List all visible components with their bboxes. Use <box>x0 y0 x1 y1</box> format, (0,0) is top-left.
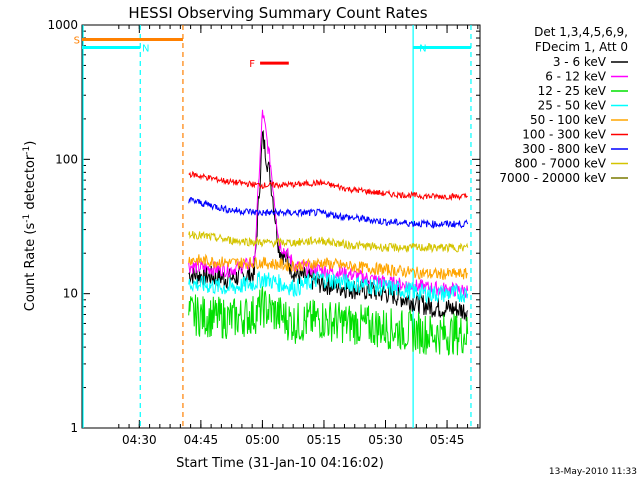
series-line <box>188 197 469 229</box>
footer-timestamp: 13-May-2010 11:33 <box>549 467 637 477</box>
legend-item-label: 3 - 6 keV <box>553 55 607 69</box>
x-tick-label: 04:45 <box>184 433 219 447</box>
legend-item-label: 7000 - 20000 keV <box>499 171 606 185</box>
x-tick-label: 05:30 <box>368 433 403 447</box>
flag-label: F <box>249 59 255 70</box>
y-axis-label: Count Rate (s-1 detector-1) <box>22 141 38 312</box>
legend-item-label: 100 - 300 keV <box>522 128 606 142</box>
flag-label: N <box>142 43 149 54</box>
x-axis: 04:30 04:45 05:00 05:15 05:30 05:45 <box>118 25 479 447</box>
legend-header-line-1: Det 1,3,4,5,6,9, <box>534 25 628 39</box>
flag-bars: S N N F <box>74 35 471 70</box>
y-tick-label: 1000 <box>47 18 78 32</box>
x-tick-label: 05:00 <box>245 433 280 447</box>
legend: Det 1,3,4,5,6,9, FDecim 1, Att 0 3 - 6 k… <box>499 25 628 185</box>
legend-item-label: 800 - 7000 keV <box>515 157 607 171</box>
plot-frame <box>81 24 481 429</box>
series-line <box>188 253 469 281</box>
series-line <box>188 286 469 356</box>
y-axis: 1 10 100 1000 <box>47 18 480 435</box>
x-tick-label: 05:45 <box>430 433 465 447</box>
legend-header-line-2: FDecim 1, Att 0 <box>535 40 628 54</box>
legend-item-label: 50 - 100 keV <box>530 113 607 127</box>
legend-item-label: 12 - 25 keV <box>538 84 607 98</box>
y-tick-label: 10 <box>63 287 78 301</box>
x-tick-label: 04:30 <box>122 433 157 447</box>
y-tick-label: 100 <box>55 152 78 166</box>
flag-label: S <box>74 35 80 46</box>
series-line <box>188 170 468 201</box>
vertical-markers <box>82 25 472 428</box>
legend-item-label: 6 - 12 keV <box>545 70 607 84</box>
y-tick-label: 1 <box>70 421 78 435</box>
series-line <box>188 109 469 298</box>
legend-item-label: 25 - 50 keV <box>538 99 607 113</box>
series-line <box>188 271 469 305</box>
x-tick-label: 05:15 <box>307 433 342 447</box>
flag-label: N <box>419 43 426 54</box>
series-lines <box>188 109 469 356</box>
legend-item-label: 300 - 800 keV <box>522 142 606 156</box>
series-line <box>188 231 469 254</box>
chart-title: HESSI Observing Summary Count Rates <box>128 4 427 22</box>
x-axis-label: Start Time (31-Jan-10 04:16:02) <box>176 456 384 471</box>
